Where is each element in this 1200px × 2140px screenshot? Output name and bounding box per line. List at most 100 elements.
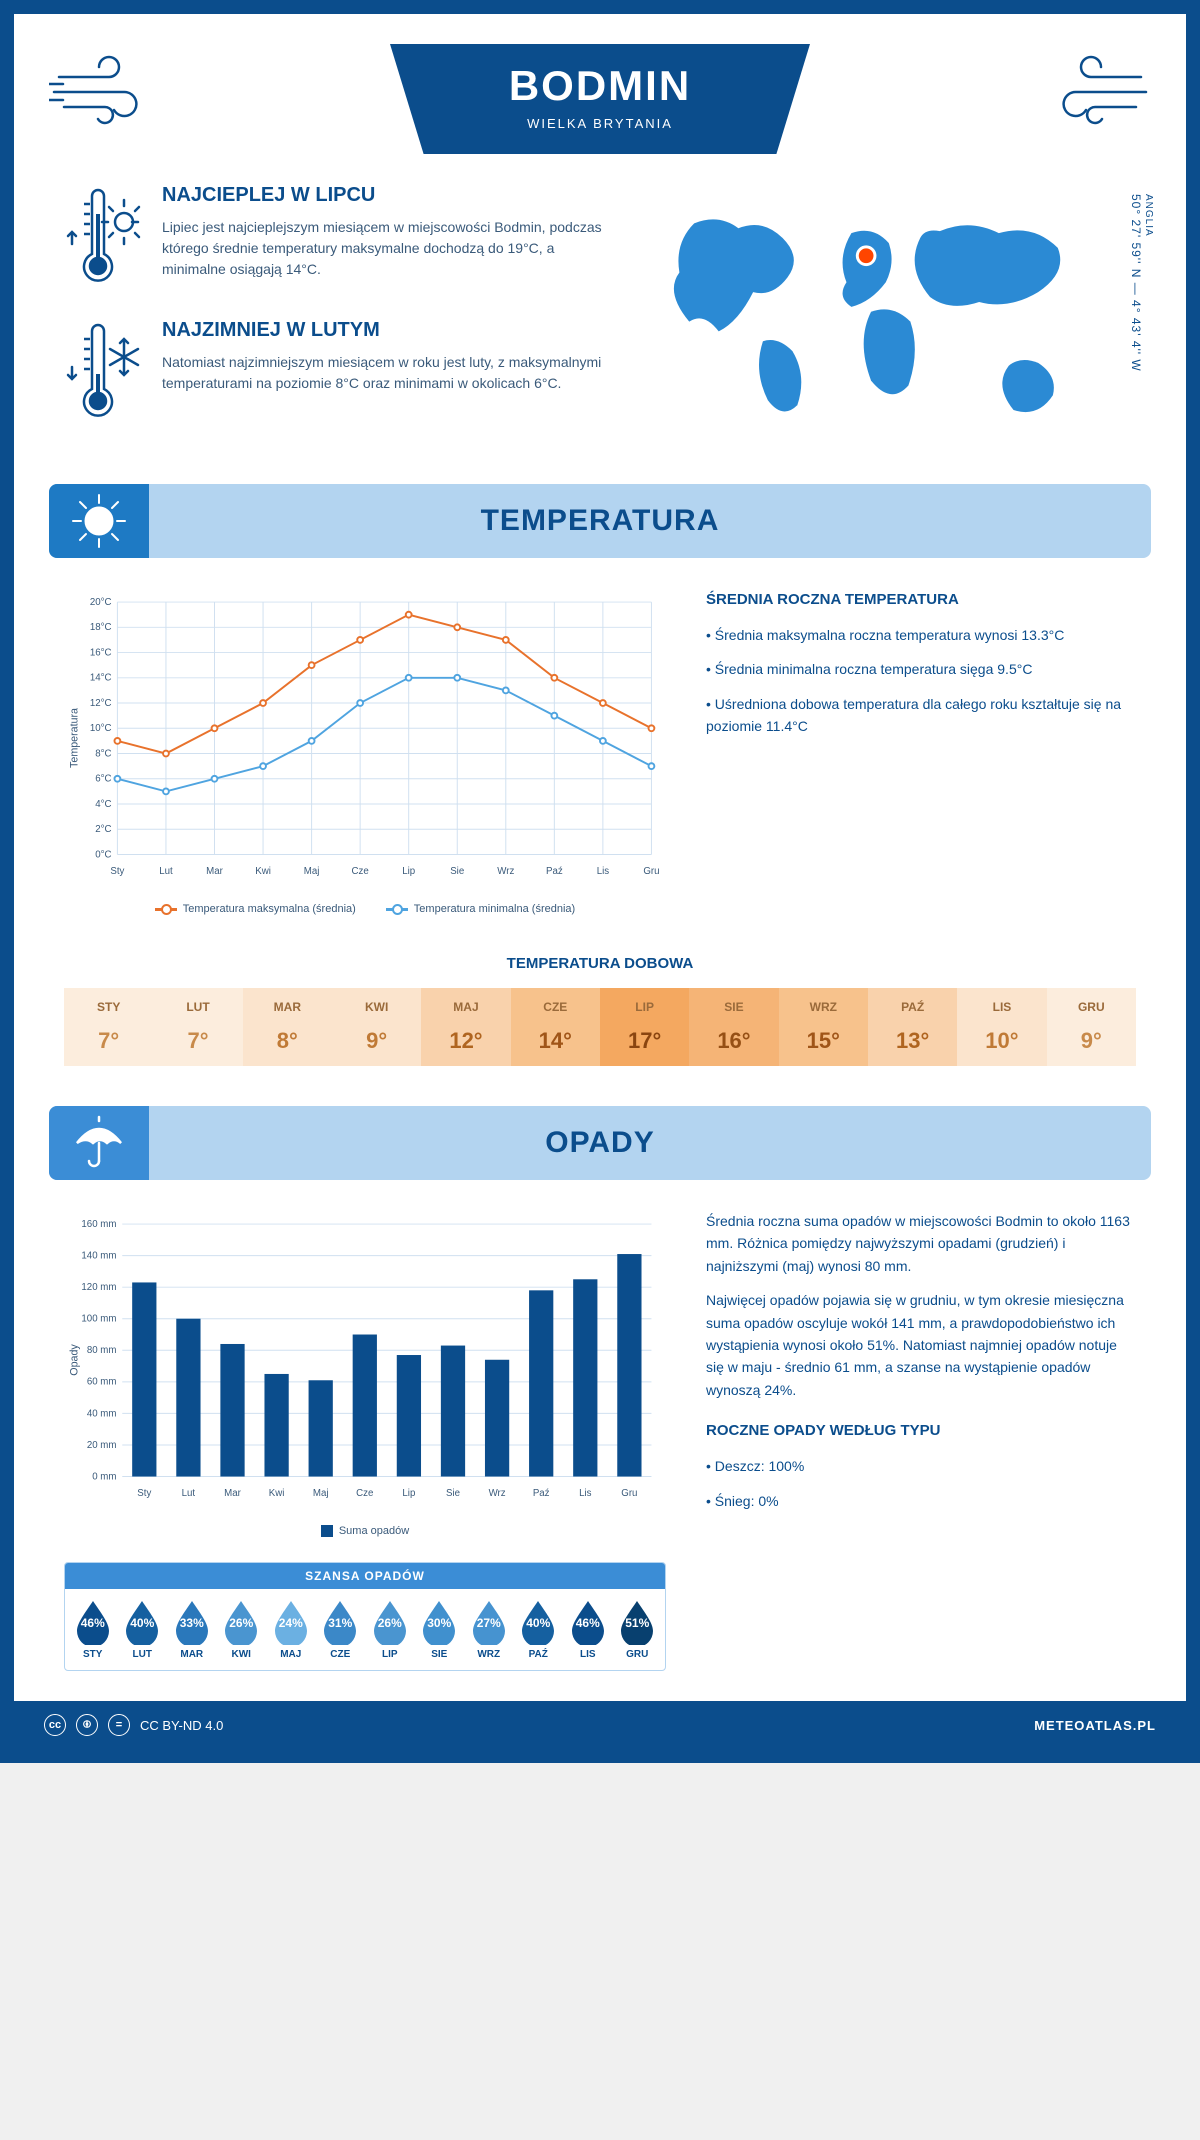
raindrop-icon: 24% <box>271 1599 311 1645</box>
chance-month-label: LIP <box>366 1649 414 1660</box>
map-col: ANGLIA 50° 27' 59'' N — 4° 43' 4'' W <box>645 184 1136 454</box>
daily-month-label: KWI <box>332 1000 421 1014</box>
svg-text:Maj: Maj <box>313 1488 329 1499</box>
temperature-line-chart: 0°C2°C4°C6°C8°C10°C12°C14°C16°C18°C20°CS… <box>64 588 666 888</box>
infographic-page: BODMIN WIELKA BRYTANIA <box>0 0 1200 1763</box>
header: BODMIN WIELKA BRYTANIA <box>14 14 1186 174</box>
chance-cell: 33% MAR <box>168 1599 216 1660</box>
sun-icon <box>49 484 149 558</box>
chance-value: 51% <box>625 1616 649 1630</box>
svg-text:Kwi: Kwi <box>269 1488 285 1499</box>
svg-text:160 mm: 160 mm <box>81 1219 116 1230</box>
raindrop-icon: 30% <box>419 1599 459 1645</box>
chance-month-label: MAJ <box>267 1649 315 1660</box>
chance-month-label: LUT <box>119 1649 167 1660</box>
precipitation-bar-chart: 0 mm20 mm40 mm60 mm80 mm100 mm120 mm140 … <box>64 1210 666 1510</box>
daily-temp-cell: KWI 9° <box>332 988 421 1066</box>
daily-month-label: STY <box>64 1000 153 1014</box>
svg-text:6°C: 6°C <box>95 774 111 785</box>
chance-month-label: STY <box>69 1649 117 1660</box>
coords-value: 50° 27' 59'' N — 4° 43' 4'' W <box>1129 194 1143 372</box>
daily-temp-cell: MAJ12° <box>421 988 510 1066</box>
svg-text:Kwi: Kwi <box>255 866 271 877</box>
svg-text:20 mm: 20 mm <box>87 1440 117 1451</box>
svg-text:40 mm: 40 mm <box>87 1408 117 1419</box>
header-banner: BODMIN WIELKA BRYTANIA <box>390 44 810 154</box>
chance-cell: 27% WRZ <box>465 1599 513 1660</box>
daily-temp-value: 7° <box>153 1028 242 1054</box>
svg-text:Opady: Opady <box>69 1344 81 1376</box>
daily-temp-cell: STY7° <box>64 988 153 1066</box>
daily-temp-cell: SIE16° <box>689 988 778 1066</box>
svg-text:Sie: Sie <box>450 866 464 877</box>
daily-temp-cell: LIS 10° <box>957 988 1046 1066</box>
daily-temp-value: 8° <box>243 1028 332 1054</box>
footer-license: cc 🅯 = CC BY-ND 4.0 <box>44 1714 223 1736</box>
daily-month-label: SIE <box>689 1000 778 1014</box>
avg-temp-title: ŚREDNIA ROCZNA TEMPERATURA <box>706 588 1136 612</box>
raindrop-icon: 27% <box>469 1599 509 1645</box>
precipitation-heading: OPADY <box>545 1126 654 1160</box>
svg-text:16°C: 16°C <box>90 647 112 658</box>
svg-text:4°C: 4°C <box>95 799 111 810</box>
legend-max: Temperatura maksymalna (średnia) <box>155 903 356 915</box>
avg-temp-p1: • Średnia maksymalna roczna temperatura … <box>706 624 1136 646</box>
thermometer-cold-icon <box>64 319 142 429</box>
svg-text:Wrz: Wrz <box>497 866 514 877</box>
svg-text:Sty: Sty <box>110 866 124 877</box>
daily-month-label: LIS <box>957 1000 1046 1014</box>
cc-icon: cc <box>44 1714 66 1736</box>
precipitation-content: 0 mm20 mm40 mm60 mm80 mm100 mm120 mm140 … <box>14 1180 1186 1701</box>
svg-text:2°C: 2°C <box>95 824 111 835</box>
chance-cell: 26% LIP <box>366 1599 414 1660</box>
chance-value: 24% <box>279 1616 303 1630</box>
raindrop-icon: 33% <box>172 1599 212 1645</box>
chance-row: 46% STY 40% LUT 33% MAR 26% KWI 24% MAJ … <box>65 1589 665 1670</box>
svg-text:0°C: 0°C <box>95 849 111 860</box>
chance-value: 40% <box>526 1616 550 1630</box>
temperature-section-header: TEMPERATURA <box>49 484 1151 558</box>
chance-value: 31% <box>328 1616 352 1630</box>
precip-type-title: ROCZNE OPADY WEDŁUG TYPU <box>706 1419 1136 1443</box>
chance-month-label: WRZ <box>465 1649 513 1660</box>
avg-temp-p2: • Średnia minimalna roczna temperatura s… <box>706 658 1136 680</box>
chance-month-label: LIS <box>564 1649 612 1660</box>
temperature-heading: TEMPERATURA <box>481 504 720 538</box>
daily-temp-cell: PAŹ13° <box>868 988 957 1066</box>
raindrop-icon: 26% <box>221 1599 261 1645</box>
chance-month-label: PAŹ <box>515 1649 563 1660</box>
raindrop-icon: 46% <box>568 1599 608 1645</box>
raindrop-icon: 26% <box>370 1599 410 1645</box>
daily-temp-value: 15° <box>779 1028 868 1054</box>
legend-sum: Suma opadów <box>321 1525 409 1537</box>
temperature-chart-col: 0°C2°C4°C6°C8°C10°C12°C14°C16°C18°C20°CS… <box>64 588 666 915</box>
daily-temp-value: 10° <box>957 1028 1046 1054</box>
precipitation-section-header: OPADY <box>49 1106 1151 1180</box>
chance-month-label: GRU <box>614 1649 662 1660</box>
daily-temp-value: 9° <box>332 1028 421 1054</box>
chance-cell: 46% LIS <box>564 1599 612 1660</box>
daily-temp-row: STY7°LUT7°MAR8°KWI9°MAJ12°CZE14°LIP17°SI… <box>64 988 1136 1066</box>
region-label: ANGLIA <box>1143 194 1154 366</box>
by-icon: 🅯 <box>76 1714 98 1736</box>
svg-text:14°C: 14°C <box>90 673 112 684</box>
intro-text-col: NAJCIEPLEJ W LIPCU Lipiec jest najcieple… <box>64 184 605 454</box>
svg-text:12°C: 12°C <box>90 698 112 709</box>
svg-text:Mar: Mar <box>224 1488 241 1499</box>
daily-temp-value: 13° <box>868 1028 957 1054</box>
daily-temp-value: 14° <box>511 1028 600 1054</box>
svg-text:Lut: Lut <box>182 1488 196 1499</box>
chance-title: SZANSA OPADÓW <box>65 1563 665 1589</box>
svg-text:Paź: Paź <box>533 1488 550 1499</box>
svg-text:80 mm: 80 mm <box>87 1345 117 1356</box>
svg-text:Temperatura: Temperatura <box>69 708 81 768</box>
precipitation-sidebar: Średnia roczna suma opadów w miejscowośc… <box>706 1210 1136 1671</box>
raindrop-icon: 40% <box>518 1599 558 1645</box>
temperature-legend: Temperatura maksymalna (średnia) Tempera… <box>64 903 666 915</box>
svg-text:120 mm: 120 mm <box>81 1282 116 1293</box>
precip-p1: Średnia roczna suma opadów w miejscowośc… <box>706 1210 1136 1277</box>
raindrop-icon: 51% <box>617 1599 657 1645</box>
city-title: BODMIN <box>390 62 810 110</box>
raindrop-icon: 40% <box>122 1599 162 1645</box>
daily-temp-cell: LIP17° <box>600 988 689 1066</box>
